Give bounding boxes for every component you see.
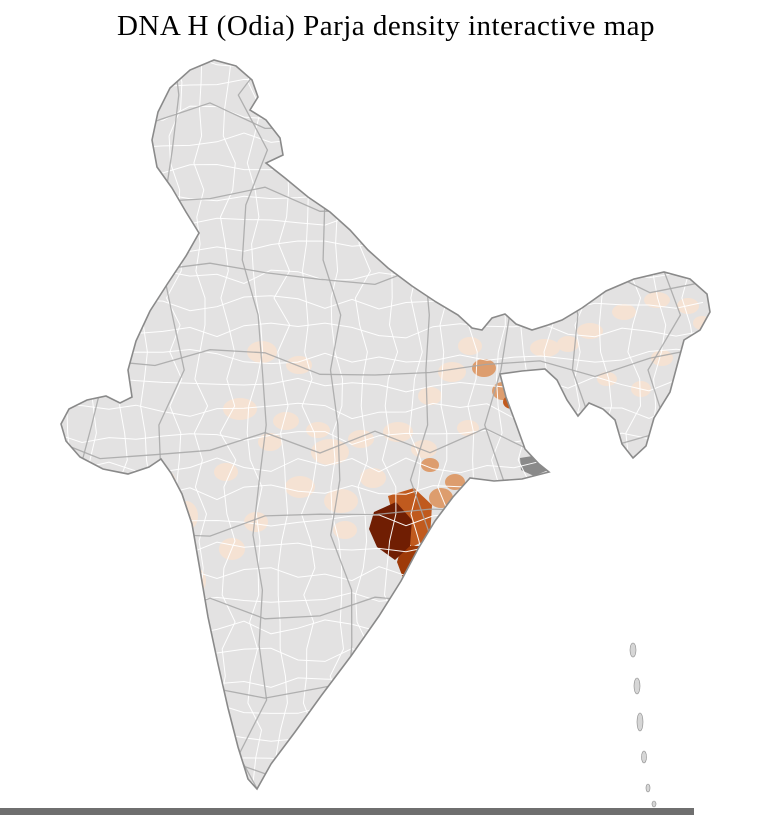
state-border-line [61, 671, 706, 706]
island [636, 712, 644, 732]
district-border-line [61, 214, 704, 230]
district-border-line [61, 295, 704, 312]
district-border-line [597, 60, 615, 789]
island [629, 642, 637, 658]
district-patch-very_low[interactable] [612, 304, 636, 320]
district-border-line [61, 240, 704, 256]
district-border-line [61, 673, 704, 690]
district-border-line [61, 348, 704, 365]
district-patch-very_low[interactable] [381, 620, 403, 638]
district-patch-very_low[interactable] [651, 350, 673, 366]
state-border-line [61, 186, 706, 214]
district-patch-very_low[interactable] [397, 602, 423, 622]
district-border-line [61, 753, 704, 771]
district-patch-very_low[interactable] [418, 387, 442, 405]
district-border-line [61, 618, 704, 636]
district-patch-very_low[interactable] [411, 440, 437, 458]
map-title: DNA H (Odia) Parja density interactive m… [116, 10, 655, 42]
island [633, 677, 641, 695]
district-patch-very_low[interactable] [458, 337, 482, 355]
state-border-line [647, 60, 682, 789]
district-border-line [61, 727, 704, 743]
district-patch-medium[interactable] [429, 488, 453, 508]
district-border-line [61, 105, 704, 122]
district-border-line [61, 159, 704, 176]
district-patch-very_low[interactable] [577, 323, 603, 339]
district-patch-very_low[interactable] [644, 292, 670, 308]
district-patch-very_low[interactable] [438, 362, 466, 382]
district-border-line [543, 60, 561, 789]
state-border-line [61, 753, 706, 788]
district-patch-very_low[interactable] [162, 538, 184, 568]
district-patch-medium[interactable] [472, 359, 496, 377]
district-patch-high[interactable] [388, 488, 432, 547]
district-border-line [678, 60, 696, 789]
district-border-line [61, 699, 704, 717]
district-patch-medium[interactable] [421, 458, 439, 472]
island [651, 800, 657, 808]
district-border-line [61, 186, 704, 204]
district-border-line [219, 60, 237, 789]
district-border-line [61, 60, 704, 68]
district-border-line [61, 645, 704, 662]
district-patch-very_low[interactable] [360, 468, 386, 488]
district-border-line [246, 60, 264, 789]
district-patch-very_low[interactable] [597, 372, 617, 386]
district-border-line [651, 60, 667, 789]
district-patch-very_low[interactable] [214, 463, 238, 481]
state-border-line [237, 60, 270, 789]
district-patch-very_low[interactable] [333, 521, 357, 539]
district-patch-very_low[interactable] [223, 398, 257, 420]
bottom-bar [0, 808, 694, 815]
district-patch-very_low[interactable] [154, 470, 176, 496]
state-border-line [564, 60, 599, 789]
district-border-line [61, 781, 704, 789]
district-patch-very_low[interactable] [286, 356, 312, 374]
island [645, 783, 651, 793]
district-border-line [570, 60, 588, 789]
state-border-line [61, 97, 706, 130]
district-border-line [61, 322, 704, 339]
district-patch-very_low[interactable] [273, 412, 299, 430]
district-patch-medium[interactable] [402, 578, 422, 594]
island [641, 750, 647, 764]
district-patch-very_low[interactable] [306, 422, 330, 438]
district-patch-very_low[interactable] [285, 476, 315, 498]
district-border-line [61, 78, 704, 94]
district-border-line [706, 60, 710, 789]
islands-layer [629, 642, 657, 808]
state-border-line [61, 346, 706, 378]
district-patch-very_low[interactable] [324, 489, 358, 513]
district-patch-very_low[interactable] [557, 336, 579, 352]
district-patch-max[interactable] [369, 502, 412, 560]
